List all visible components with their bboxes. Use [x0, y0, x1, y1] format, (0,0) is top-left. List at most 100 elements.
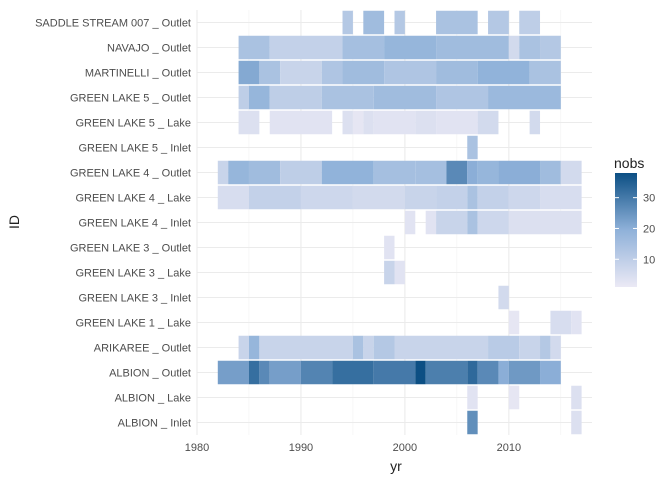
x-tick-label: 1980: [185, 442, 209, 454]
heatmap-cell: [508, 385, 520, 410]
heatmap-cell: [384, 235, 395, 260]
heatmap-cell: [529, 110, 541, 135]
heatmap-cell: [238, 85, 249, 110]
heatmap-cell: [342, 110, 353, 135]
heatmap-cell: [280, 60, 322, 85]
heatmap-cell: [332, 360, 374, 385]
heatmap-cell: [477, 210, 509, 235]
heatmap-cell: [540, 360, 561, 385]
legend-tick-label: 30: [643, 193, 655, 205]
x-tick-label: 1990: [289, 442, 313, 454]
heatmap-cell: [404, 210, 416, 235]
y-tick-label: GREEN LAKE 3 _ Outlet: [70, 243, 191, 255]
heatmap-cell: [373, 335, 395, 360]
heatmap-cell: [269, 35, 343, 60]
y-tick-label: GREEN LAKE 4 _ Lake: [75, 193, 191, 205]
heatmap-cell: [352, 335, 364, 360]
heatmap-cell: [415, 110, 437, 135]
heatmap-cell: [436, 110, 478, 135]
heatmap-cell: [321, 85, 374, 110]
heatmap-cell: [498, 360, 509, 385]
heatmap-cell: [529, 60, 561, 85]
heatmap-cell: [436, 210, 468, 235]
heatmap-cell: [373, 160, 416, 185]
heatmap-cell: [394, 335, 489, 360]
heatmap-cell: [477, 110, 499, 135]
heatmap-cell: [238, 335, 249, 360]
heatmap-cell: [363, 335, 374, 360]
heatmap-cell: [217, 185, 249, 210]
heatmap-cell: [519, 35, 541, 60]
y-axis-label: ID: [6, 215, 22, 229]
heatmap-cell: [384, 260, 395, 285]
y-tick-label: GREEN LAKE 5 _ Outlet: [70, 93, 191, 105]
heatmap-cell: [384, 60, 437, 85]
heatmap-cell: [519, 335, 541, 360]
y-tick-label: ALBION _ Outlet: [109, 368, 191, 380]
heatmap-cell: [467, 410, 478, 435]
heatmap-cell: [259, 60, 281, 85]
y-tick-label: ARIKAREE _ Outlet: [94, 343, 191, 355]
heatmap-cell: [467, 185, 478, 210]
heatmap-cell: [238, 35, 270, 60]
heatmap-cell: [550, 335, 561, 360]
y-tick-label: GREEN LAKE 3 _ Inlet: [79, 293, 192, 305]
heatmap-cell: [363, 10, 385, 35]
y-tick-label: GREEN LAKE 5 _ Lake: [75, 118, 191, 130]
heatmap-cell: [248, 335, 260, 360]
heatmap-cell: [300, 185, 353, 210]
heatmap-cell: [363, 110, 374, 135]
heatmap-cell: [373, 85, 437, 110]
y-tick-label: SADDLE STREAM 007 _ Outlet: [35, 18, 191, 30]
y-axis-tick-labels: SADDLE STREAM 007 _ Outlet NAVAJO _ Outle…: [35, 18, 191, 430]
heatmap-cell: [540, 160, 561, 185]
heatmap-cell: [508, 360, 541, 385]
heatmap-cell: [259, 335, 353, 360]
heatmap-cell: [300, 360, 333, 385]
heatmap-cell: [248, 360, 260, 385]
heatmap-cell: [477, 185, 509, 210]
y-tick-label: GREEN LAKE 4 _ Inlet: [79, 218, 192, 230]
heatmap-cell: [217, 160, 229, 185]
heatmap-cell: [269, 85, 322, 110]
y-tick-label: GREEN LAKE 3 _ Lake: [75, 268, 191, 280]
heatmap-cell: [415, 360, 426, 385]
heatmap-cell: [488, 85, 561, 110]
heatmap-cell: [540, 35, 561, 60]
heatmap-cell: [550, 310, 572, 335]
heatmap-cell: [321, 60, 343, 85]
heatmap-cell: [540, 335, 551, 360]
heatmap-cell: [248, 185, 301, 210]
heatmap-cell: [446, 160, 468, 185]
heatmap-cell: [508, 185, 541, 210]
heatmap-cell: [508, 210, 582, 235]
heatmap-cell: [248, 160, 281, 185]
heatmap-cell: [280, 160, 322, 185]
y-tick-label: GREEN LAKE 5 _ Inlet: [79, 143, 192, 155]
heatmap-cell: [269, 360, 301, 385]
legend-colorbar: [615, 173, 637, 287]
x-tick-label: 2010: [497, 442, 521, 454]
heatmap-cell: [373, 110, 416, 135]
heatmap-cell: [321, 160, 374, 185]
heatmap-cell: [467, 210, 478, 235]
x-axis-tick-labels: 1980 1990 2000 2010: [185, 442, 521, 454]
heatmap-cell: [477, 160, 499, 185]
heatmap-cell: [436, 85, 489, 110]
heatmap-cell: [571, 310, 582, 335]
heatmap-cell: [228, 160, 249, 185]
heatmap-cell: [259, 360, 270, 385]
heatmap-cell: [508, 35, 520, 60]
heatmap-cell: [425, 210, 437, 235]
heatmap-cell: [248, 85, 270, 110]
legend-tick-label: 10: [643, 254, 655, 266]
heatmap-cell: [436, 185, 468, 210]
heatmap-cell: [571, 385, 582, 410]
heatmap-cell: [384, 35, 437, 60]
heatmap-cell: [488, 10, 509, 35]
heatmap-cell: [540, 185, 582, 210]
heatmap-cell: [519, 10, 541, 35]
legend-title: nobs: [614, 155, 644, 171]
heatmap-cell: [467, 160, 478, 185]
